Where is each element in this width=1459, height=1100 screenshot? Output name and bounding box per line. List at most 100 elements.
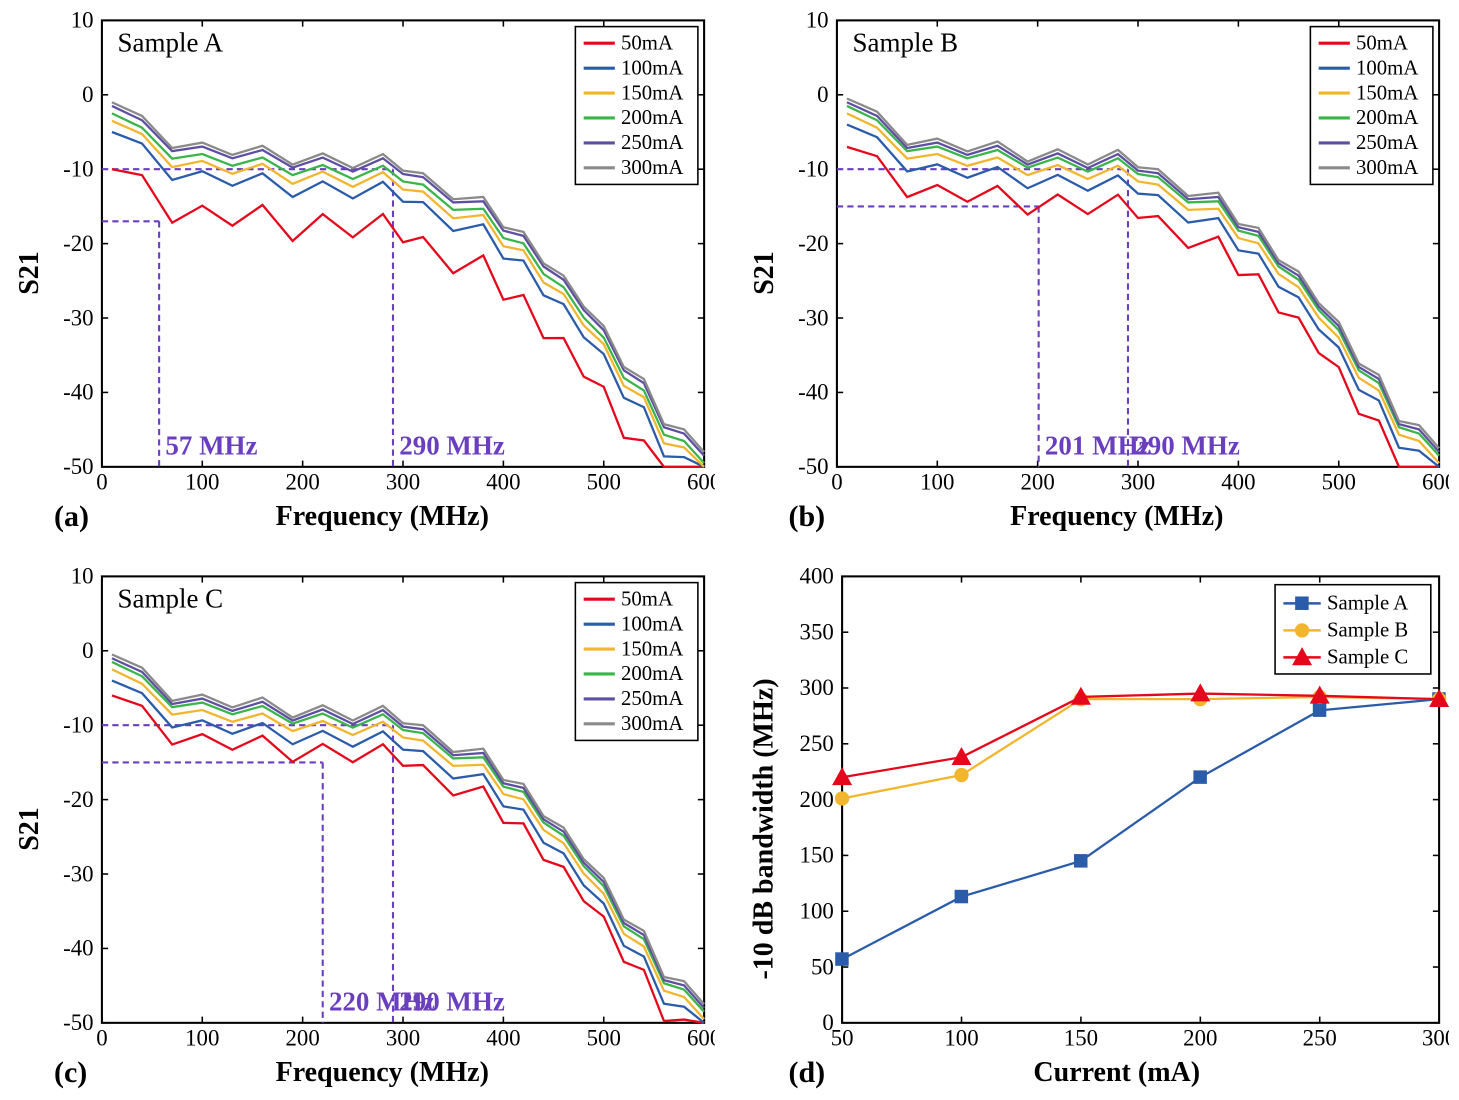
panel-tag: (d) xyxy=(785,1056,839,1090)
svg-text:200mA: 200mA xyxy=(1356,107,1418,129)
svg-text:150mA: 150mA xyxy=(1356,82,1418,104)
svg-text:0: 0 xyxy=(817,82,828,107)
svg-text:150: 150 xyxy=(799,843,833,868)
svg-text:100mA: 100mA xyxy=(1356,57,1418,79)
svg-text:-30: -30 xyxy=(63,861,93,886)
series-sample-a xyxy=(842,699,1439,959)
svg-text:100: 100 xyxy=(185,470,219,495)
svg-text:50mA: 50mA xyxy=(621,588,673,610)
svg-text:200: 200 xyxy=(1183,1026,1217,1051)
svg-text:250mA: 250mA xyxy=(1356,132,1418,154)
svg-text:250mA: 250mA xyxy=(621,688,683,710)
x-axis-label: Frequency (MHz) xyxy=(104,501,661,533)
s21-chart: 0 100 200 300 400 500 600 -50 -40 -30 -20 -10 0 10 Sam… xyxy=(50,10,715,498)
panel-grid: S21 0100200300400500600-50-40-30-20-1001… xyxy=(10,10,1449,1090)
svg-text:300mA: 300mA xyxy=(621,157,683,179)
series-50mA xyxy=(112,695,704,1022)
svg-text:200: 200 xyxy=(1020,470,1054,495)
panel-tag: (c) xyxy=(50,1056,104,1090)
svg-text:50mA: 50mA xyxy=(1356,32,1408,54)
svg-text:-40: -40 xyxy=(63,936,93,961)
svg-text:150mA: 150mA xyxy=(621,638,683,660)
svg-text:290 MHz: 290 MHz xyxy=(399,430,505,460)
svg-text:10: 10 xyxy=(805,10,828,33)
svg-text:0: 0 xyxy=(96,470,107,495)
panel-a: S21 0 100 200 300 400 500 600 -50 -40 -30 -20 -10 0 1… xyxy=(10,10,715,536)
svg-text:500: 500 xyxy=(1321,470,1355,495)
svg-text:200: 200 xyxy=(799,787,833,812)
svg-text:10: 10 xyxy=(71,566,94,589)
svg-text:290 MHz: 290 MHz xyxy=(1134,430,1240,460)
svg-text:0: 0 xyxy=(82,82,93,107)
y-axis-label: S21 xyxy=(14,251,46,295)
s21-chart: 0100200300400500600-50-40-30-20-10010Sam… xyxy=(50,566,715,1054)
sample-label: Sample A xyxy=(117,28,223,58)
svg-text:57 MHz: 57 MHz xyxy=(165,430,257,460)
svg-text:Sample A: Sample A xyxy=(1326,593,1407,615)
svg-text:-30: -30 xyxy=(798,305,828,330)
svg-text:600: 600 xyxy=(687,470,715,495)
svg-text:300: 300 xyxy=(799,675,833,700)
svg-text:-10: -10 xyxy=(63,712,93,737)
svg-text:-40: -40 xyxy=(798,380,828,405)
svg-text:150: 150 xyxy=(1063,1026,1097,1051)
svg-text:-50: -50 xyxy=(798,454,828,479)
svg-text:300: 300 xyxy=(386,1026,420,1051)
svg-text:200mA: 200mA xyxy=(621,663,683,685)
svg-text:-20: -20 xyxy=(798,231,828,256)
svg-text:200: 200 xyxy=(286,470,320,495)
svg-text:0: 0 xyxy=(96,1026,107,1051)
y-axis-label: -10 dB bandwidth (MHz) xyxy=(749,678,781,979)
y-axis-label: S21 xyxy=(749,251,781,295)
svg-text:200: 200 xyxy=(286,1026,320,1051)
svg-text:-10: -10 xyxy=(63,156,93,181)
svg-text:-50: -50 xyxy=(63,1010,93,1035)
svg-text:50: 50 xyxy=(830,1026,853,1051)
svg-text:-20: -20 xyxy=(63,231,93,256)
svg-text:300: 300 xyxy=(386,470,420,495)
svg-text:50: 50 xyxy=(810,954,833,979)
svg-text:290 MHz: 290 MHz xyxy=(399,986,505,1016)
panel-c: S21 0100200300400500600-50-40-30-20-1001… xyxy=(10,566,715,1092)
svg-text:100: 100 xyxy=(799,898,833,923)
svg-text:400: 400 xyxy=(486,470,520,495)
svg-text:Sample C: Sample C xyxy=(1326,647,1407,669)
svg-text:300mA: 300mA xyxy=(1356,157,1418,179)
svg-text:50mA: 50mA xyxy=(621,32,673,54)
y-axis-label: S21 xyxy=(14,807,46,851)
svg-text:250mA: 250mA xyxy=(621,132,683,154)
svg-text:350: 350 xyxy=(799,619,833,644)
sample-label: Sample B xyxy=(852,28,958,58)
svg-text:100: 100 xyxy=(944,1026,978,1051)
panel-tag: (b) xyxy=(785,500,839,534)
x-axis-label: Current (mA) xyxy=(839,1057,1396,1089)
svg-text:400: 400 xyxy=(799,566,833,589)
x-axis-label: Frequency (MHz) xyxy=(839,501,1396,533)
svg-text:200mA: 200mA xyxy=(621,107,683,129)
x-axis-label: Frequency (MHz) xyxy=(104,1057,661,1089)
svg-text:300: 300 xyxy=(1421,1026,1449,1051)
svg-text:150mA: 150mA xyxy=(621,82,683,104)
panel-b: S21 0100200300400500600-50-40-30-20-1001… xyxy=(745,10,1450,536)
svg-text:600: 600 xyxy=(1421,470,1449,495)
svg-text:-30: -30 xyxy=(63,305,93,330)
svg-text:-50: -50 xyxy=(63,454,93,479)
svg-text:-10: -10 xyxy=(798,156,828,181)
svg-text:600: 600 xyxy=(687,1026,715,1051)
svg-text:10: 10 xyxy=(71,10,94,33)
svg-text:500: 500 xyxy=(587,1026,621,1051)
svg-text:-20: -20 xyxy=(63,787,93,812)
svg-text:-40: -40 xyxy=(63,380,93,405)
s21-chart: 0100200300400500600-50-40-30-20-10010Sam… xyxy=(785,10,1450,498)
svg-text:0: 0 xyxy=(82,638,93,663)
svg-text:300mA: 300mA xyxy=(621,713,683,735)
svg-text:0: 0 xyxy=(831,470,842,495)
svg-text:100mA: 100mA xyxy=(621,57,683,79)
panel-d: -10 dB bandwidth (MHz) 50 100 150 200 250 300… xyxy=(745,566,1450,1092)
series-sample-c xyxy=(842,694,1439,778)
svg-text:Sample B: Sample B xyxy=(1326,620,1407,642)
svg-text:300: 300 xyxy=(1120,470,1154,495)
bandwidth-chart: 5010015020025030005010015020025030035040… xyxy=(785,566,1450,1054)
svg-text:250: 250 xyxy=(799,731,833,756)
svg-text:500: 500 xyxy=(587,470,621,495)
